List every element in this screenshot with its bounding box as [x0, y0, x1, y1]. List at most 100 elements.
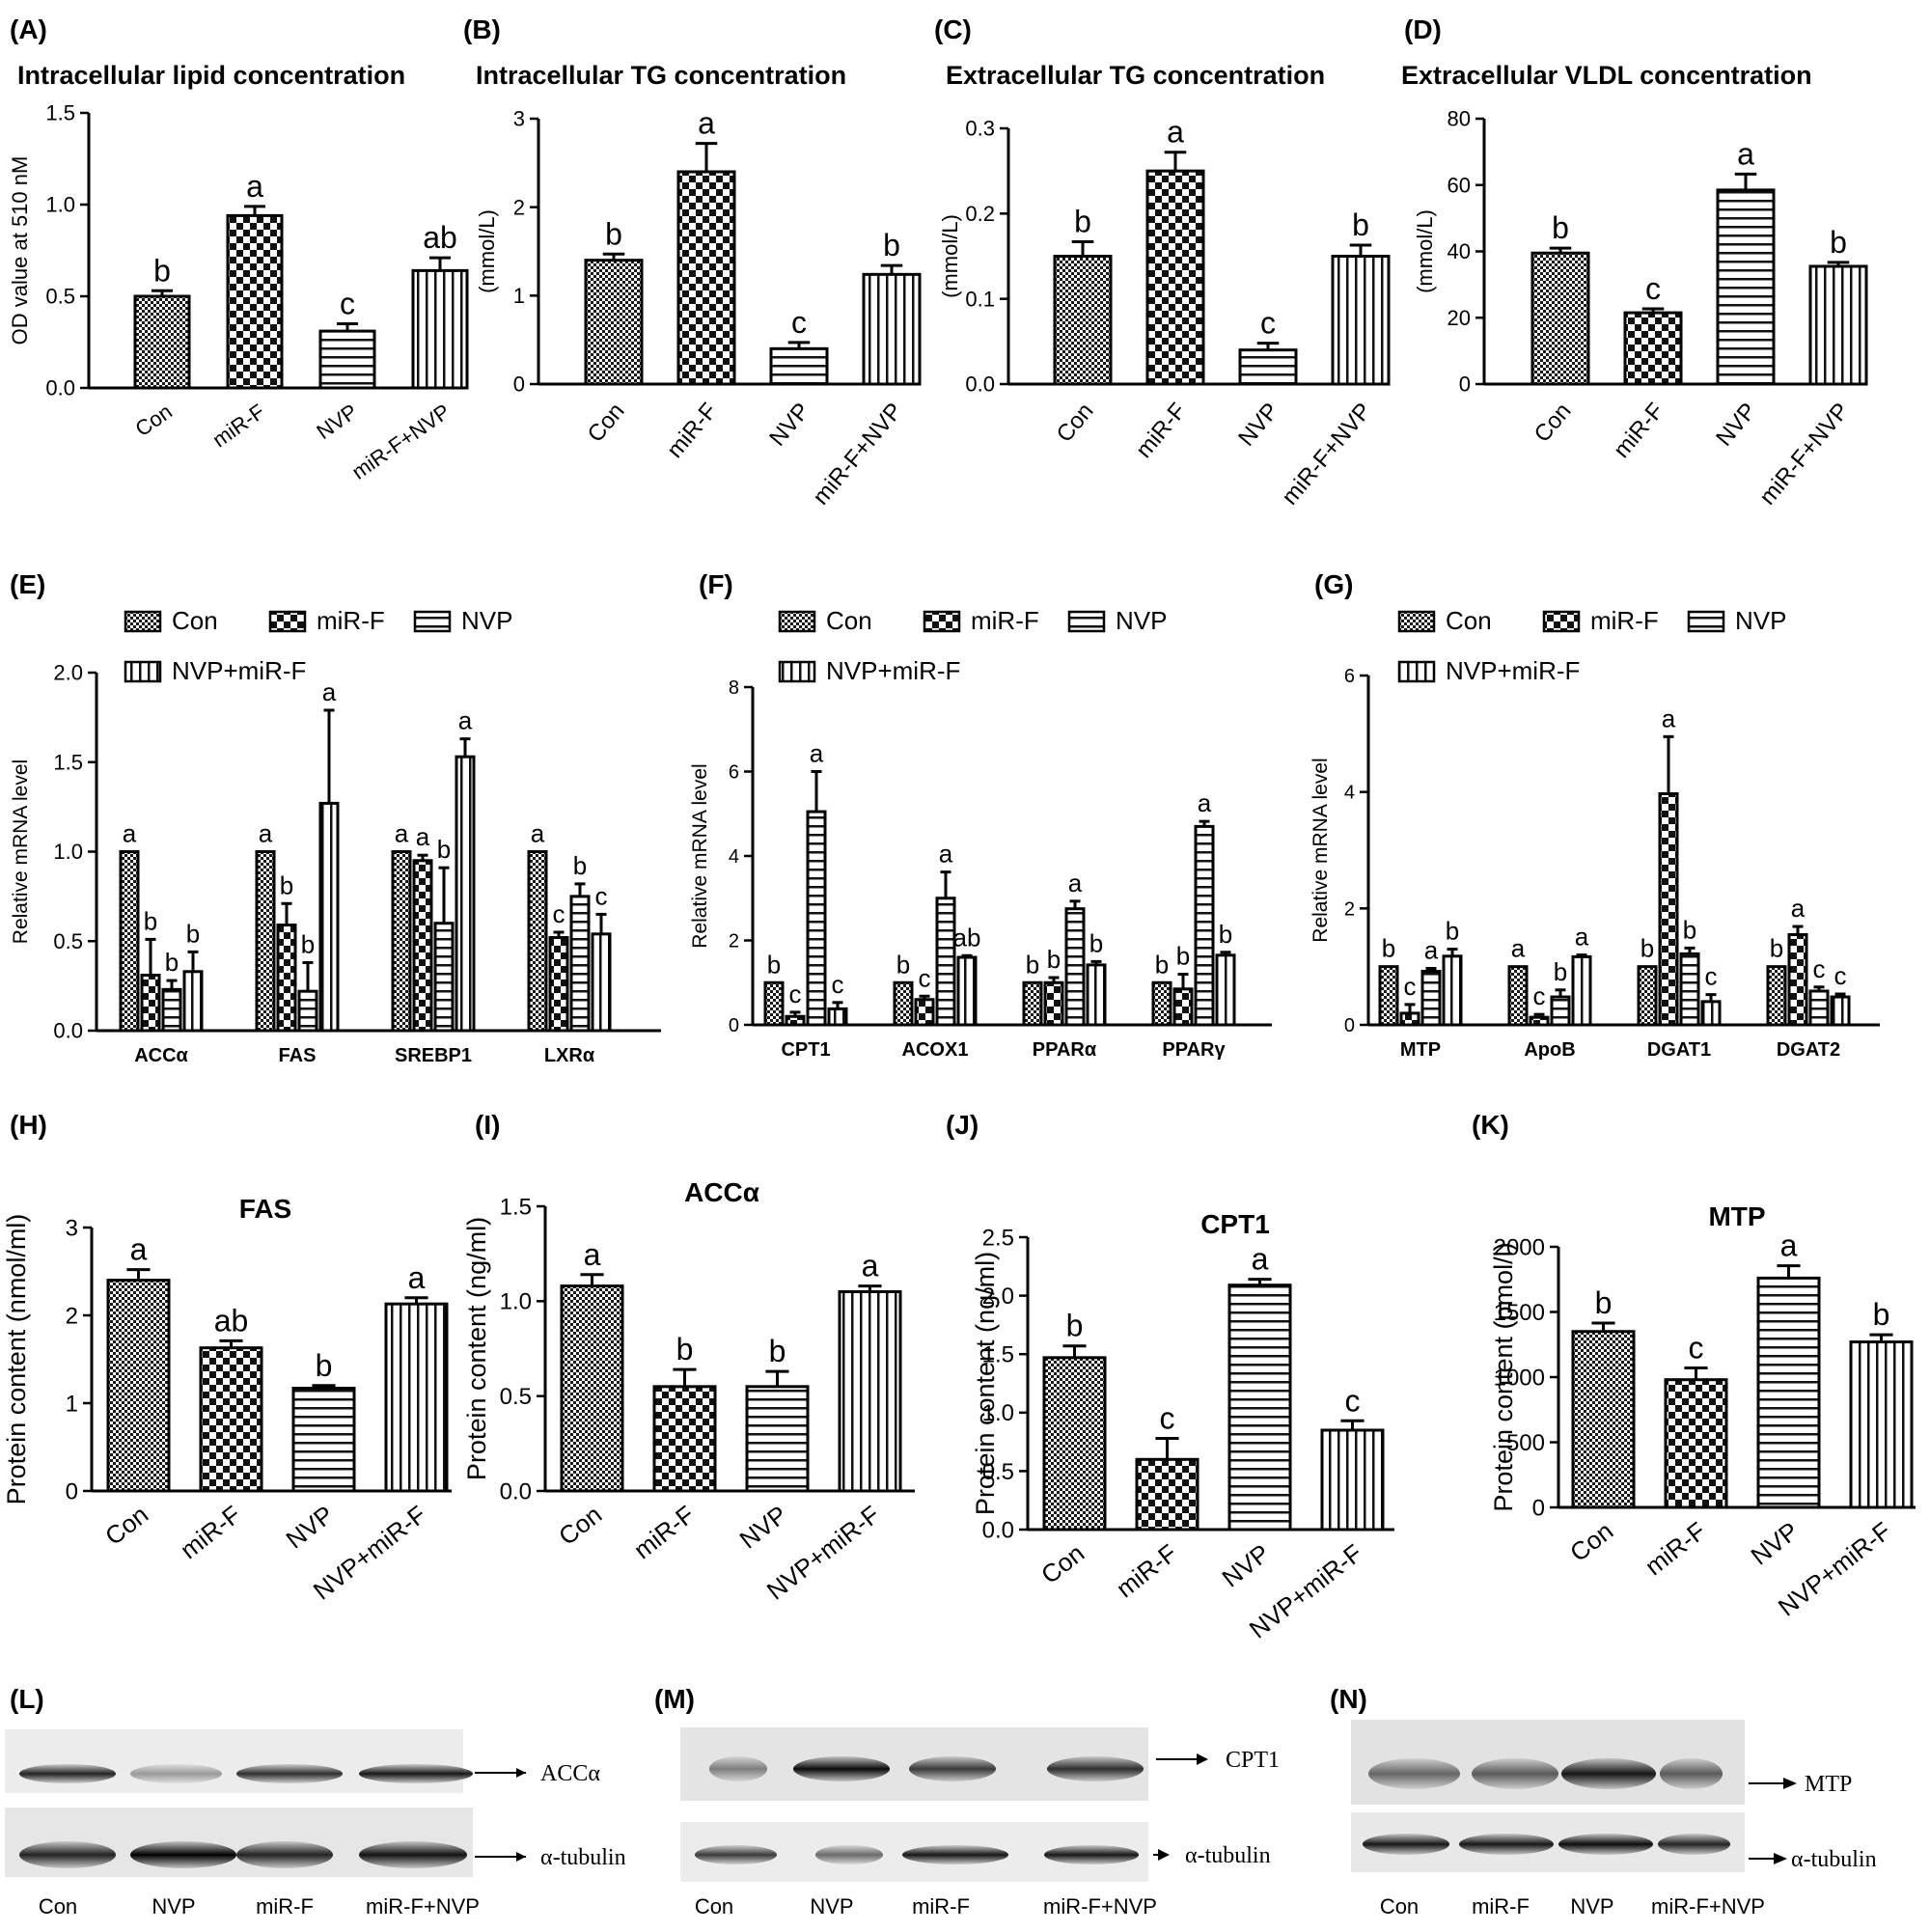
- chart-c-bar-mir-f-letter: a: [1167, 115, 1184, 150]
- chart-g-bar-nvp-mir-f-dgat1-letter: c: [1705, 962, 1718, 991]
- bands-N-row2-lane2: [1459, 1834, 1554, 1855]
- chart-g-bar-nvp-mir-f-dgat1: [1700, 1000, 1722, 1027]
- chart-g-legend-label-mir-f: miR-F: [1590, 606, 1659, 635]
- chart-f-category-label: CPT1: [781, 1039, 830, 1061]
- chart-d-bar-con: [1530, 251, 1590, 386]
- bands-M-row1-lane1: [709, 1756, 767, 1781]
- panel-label-j: (J): [946, 1110, 979, 1140]
- blot-M-lane-1: Con: [695, 1894, 733, 1918]
- chart-g-category-label: DGAT2: [1777, 1039, 1840, 1061]
- chart-g-category-label: MTP: [1400, 1039, 1441, 1061]
- chart-k-title: MTP: [1708, 1201, 1765, 1231]
- chart-f-bar-nvp-mir-f-ppar: [1086, 963, 1107, 1027]
- chart-f-bar-mir-f-acox1: [914, 998, 935, 1027]
- chart-e-bar-nvp-mir-f-lxr: [591, 932, 612, 1033]
- chart-k-ytick-label: 2000: [1494, 1234, 1545, 1260]
- chart-g-bar-nvp-dgat1-letter: b: [1683, 915, 1696, 944]
- chart-f-ylabel: Relative mRNA level: [689, 763, 711, 948]
- chart-d-bar-nvp: [1716, 188, 1776, 386]
- chart-e-legend-swatch-nvp-mir-f: [124, 660, 162, 683]
- chart-a-ytick-label: 1.0: [45, 193, 75, 217]
- blot-L-arrowhead-2: [516, 1852, 526, 1862]
- chart-e-ylabel: Relative mRNA level: [10, 759, 32, 944]
- chart-d-ylabel: (mmol/L): [1413, 209, 1437, 293]
- chart-d-category-label: Con: [1530, 399, 1577, 448]
- chart-j-ylabel: Protein content (ng/ml): [971, 1252, 1000, 1515]
- chart-g-category-label: ApoB: [1524, 1039, 1575, 1061]
- blot-N-lane-3: NVP: [1570, 1894, 1613, 1918]
- panel-label-f: (F): [699, 569, 733, 599]
- chart-g-ytick-label: 2: [1344, 898, 1355, 920]
- chart-d-bar-con-letter: b: [1552, 210, 1569, 245]
- chart-k-bar-nvp: [1756, 1276, 1821, 1509]
- blot-L-bands: [19, 1764, 473, 1868]
- bands-N-row2-lane3: [1558, 1834, 1653, 1855]
- chart-d: (D) Extracellular VLDL concentration 0 20 40…: [1401, 14, 1868, 511]
- chart-c-bar-con-letter: b: [1074, 204, 1091, 238]
- chart-e-bar-nvp-srebp1-letter: b: [437, 835, 451, 864]
- panel-label-h: (H): [10, 1110, 47, 1140]
- chart-k-bar-mir-f: [1664, 1378, 1728, 1509]
- chart-i-title: ACCα: [684, 1177, 759, 1207]
- chart-j-ytick-label: 1.0: [982, 1400, 1014, 1426]
- chart-h-ytick-label: 1: [66, 1391, 78, 1417]
- chart-e-legend-swatch-con: [124, 610, 162, 633]
- chart-a-ylabel: OD value at 510 nM: [8, 156, 32, 345]
- chart-g-bar-nvp-mir-f-mtp: [1442, 954, 1463, 1027]
- chart-a-category-label: miR-F+NVP: [347, 400, 455, 484]
- chart-j-bar-mir-f: [1135, 1457, 1199, 1532]
- chart-i-bar-nvp-mir-f-letter: a: [862, 1249, 879, 1283]
- chart-c-category-label: NVP: [1233, 399, 1283, 452]
- chart-a-title: Intracellular lipid concentration: [17, 61, 405, 90]
- chart-g-legend-swatch-nvp: [1687, 610, 1725, 633]
- chart-a-bar-mir-f-letter: a: [246, 169, 263, 204]
- blot-L-arrowhead-1: [516, 1768, 526, 1778]
- panel-label-k: (K): [1472, 1110, 1509, 1140]
- chart-a-bar-con: [133, 294, 191, 390]
- chart-i-category-label: NVP: [734, 1500, 793, 1555]
- chart-e-bar-con-srebp1-letter: a: [395, 819, 409, 848]
- chart-g-bar-con-apob: [1507, 965, 1529, 1027]
- chart-e-category-label: LXRα: [544, 1045, 595, 1066]
- chart-k-ytick-label: 1500: [1494, 1300, 1545, 1326]
- blot-N-lane-4: miR-F+NVP: [1651, 1894, 1765, 1918]
- chart-f-legend-swatch-mir-f: [923, 610, 961, 633]
- chart-g-bar-mir-f-dgat2: [1787, 932, 1808, 1027]
- bands-N-row2-lane1: [1363, 1834, 1449, 1855]
- chart-e-bar-nvp-mir-f-fas: [318, 801, 340, 1033]
- chart-g-legend-label-con: Con: [1446, 606, 1492, 635]
- chart-f-bar-nvp-acox1: [935, 897, 956, 1027]
- chart-g-bar-nvp-mtp: [1420, 969, 1442, 1027]
- charts-layer: (A) Intracellular lipid concentration 0.0 0…: [2, 14, 1916, 1644]
- chart-f-bar-nvp-mir-f-ppar-letter: b: [1089, 928, 1103, 957]
- chart-h-category-label: miR-F: [175, 1500, 246, 1564]
- chart-c-bar-con: [1053, 255, 1113, 386]
- chart-d-ytick-label: 40: [1448, 239, 1471, 263]
- chart-g-bar-mir-f-apob: [1529, 1015, 1550, 1027]
- chart-g-ylabel: Relative mRNA level: [1310, 758, 1332, 942]
- bands-L-row1-lane3: [236, 1764, 343, 1783]
- blot-M-arrowhead-2: [1158, 1849, 1170, 1861]
- panel-label-N: (N): [1330, 1684, 1367, 1714]
- chart-d-category-label: miR-F+NVP: [1754, 399, 1854, 511]
- chart-c-bar-mir-f-nvp-letter: b: [1352, 207, 1369, 242]
- blot-M-target-1: CPT1: [1226, 1748, 1280, 1773]
- chart-k-category-label: Con: [1564, 1516, 1618, 1567]
- chart-f-bar-con-ppar-letter: b: [1155, 950, 1169, 979]
- bands-M-row1-lane4: [1047, 1756, 1144, 1781]
- chart-h-bar-nvp-letter: b: [316, 1348, 333, 1383]
- chart-c-bar-nvp-letter: c: [1260, 306, 1276, 341]
- chart-k-category-label: miR-F: [1640, 1516, 1711, 1581]
- chart-f-bar-con-cpt1: [763, 980, 785, 1027]
- chart-b-category-label: Con: [583, 399, 630, 448]
- chart-g-bar-nvp-dgat2: [1808, 989, 1830, 1027]
- chart-f-legend-label-con: Con: [826, 606, 872, 635]
- chart-e-bar-nvp-lxr: [569, 895, 591, 1033]
- blot-L-target-2: α-tubulin: [540, 1845, 626, 1870]
- chart-d-bar-mir-f-nvp-letter: b: [1830, 225, 1847, 260]
- chart-e-bar-mir-f-srebp1: [412, 859, 433, 1033]
- bands-N-row1-lane3: [1561, 1758, 1656, 1789]
- chart-h-title: FAS: [239, 1194, 291, 1224]
- chart-b-title: Intracellular TG concentration: [476, 61, 846, 90]
